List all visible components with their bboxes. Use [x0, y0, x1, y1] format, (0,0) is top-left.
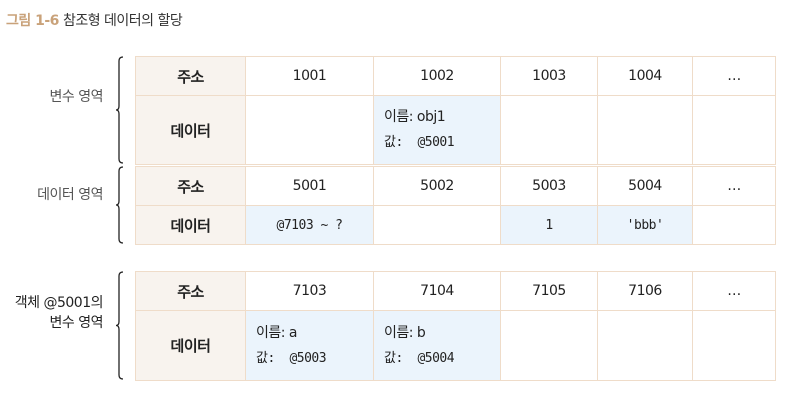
data-cell: 1	[500, 205, 598, 245]
address-row: 주소 7103 7104 7105 7106…	[135, 271, 776, 311]
data-cell: 이름: b 값: @5004	[373, 310, 501, 381]
figure-title: 그림 1-6 참조형 데이터의 할당	[6, 10, 183, 30]
data-row: 데이터 이름: a 값: @5003 이름: b 값: @5004	[135, 310, 776, 381]
data-cell	[692, 310, 776, 381]
variable-value: 값: @5003	[256, 350, 327, 366]
address-cell: …	[692, 56, 776, 96]
variable-name: 이름: b	[384, 324, 426, 341]
variable-value: 값: @5001	[384, 135, 455, 150]
address-cell: 5001	[245, 166, 374, 206]
data-row: 데이터 이름: obj1 값: @5001	[135, 95, 776, 165]
data-cell	[597, 95, 693, 165]
address-cell: 7106	[597, 271, 693, 311]
region-label: 변수 영역	[49, 89, 104, 105]
address-header: 주소	[135, 271, 246, 311]
address-cell: …	[692, 166, 776, 206]
brace-icon	[115, 56, 124, 164]
address-header: 주소	[135, 56, 246, 96]
data-cell	[245, 95, 374, 165]
address-row: 주소 5001 5002 5003 5004…	[135, 166, 776, 206]
data-cell	[597, 310, 693, 381]
region-label-line: 변수 영역	[49, 315, 104, 331]
memory-table: 주소 5001 5002 5003 5004… 데이터 @7103 ~ ? 1'bbb'	[135, 166, 776, 245]
data-cell	[692, 95, 776, 165]
data-cell: 'bbb'	[597, 205, 693, 245]
data-header: 데이터	[135, 205, 246, 245]
data-header: 데이터	[135, 310, 246, 381]
address-cell: 5004	[597, 166, 693, 206]
address-cell: 7105	[500, 271, 598, 311]
figure-number: 그림 1-6	[6, 13, 59, 29]
region-label-line: 객체 @5001의	[14, 295, 104, 311]
data-cell	[373, 205, 501, 245]
memory-table: 주소 1001 1002 1003 1004… 데이터 이름: obj1 값: @5001	[135, 56, 776, 165]
address-row: 주소 1001 1002 1003 1004…	[135, 56, 776, 96]
address-header: 주소	[135, 166, 246, 206]
variable-name: 이름: obj1	[384, 109, 446, 125]
variable-name: 이름: a	[256, 324, 298, 341]
variable-value: 값: @5004	[384, 350, 455, 366]
data-cell: 이름: a 값: @5003	[245, 310, 374, 381]
brace-icon	[115, 166, 124, 244]
data-row: 데이터 @7103 ~ ? 1'bbb'	[135, 205, 776, 245]
address-cell: 7104	[373, 271, 501, 311]
address-cell: 1003	[500, 56, 598, 96]
address-cell: 1002	[373, 56, 501, 96]
data-header: 데이터	[135, 95, 246, 165]
brace-icon	[115, 271, 124, 380]
memory-table: 주소 7103 7104 7105 7106… 데이터 이름: a 값: @5003 이름: b…	[135, 271, 776, 381]
address-cell: …	[692, 271, 776, 311]
address-cell: 5003	[500, 166, 598, 206]
figure-caption: 참조형 데이터의 할당	[62, 13, 183, 29]
address-cell: 1004	[597, 56, 693, 96]
address-cell: 5002	[373, 166, 501, 206]
address-cell: 1001	[245, 56, 374, 96]
data-cell	[692, 205, 776, 245]
data-cell	[500, 310, 598, 381]
data-cell: 이름: obj1 값: @5001	[373, 95, 501, 165]
data-cell	[500, 95, 598, 165]
region-label: 데이터 영역	[37, 187, 103, 203]
data-cell: @7103 ~ ?	[245, 205, 374, 245]
address-cell: 7103	[245, 271, 374, 311]
